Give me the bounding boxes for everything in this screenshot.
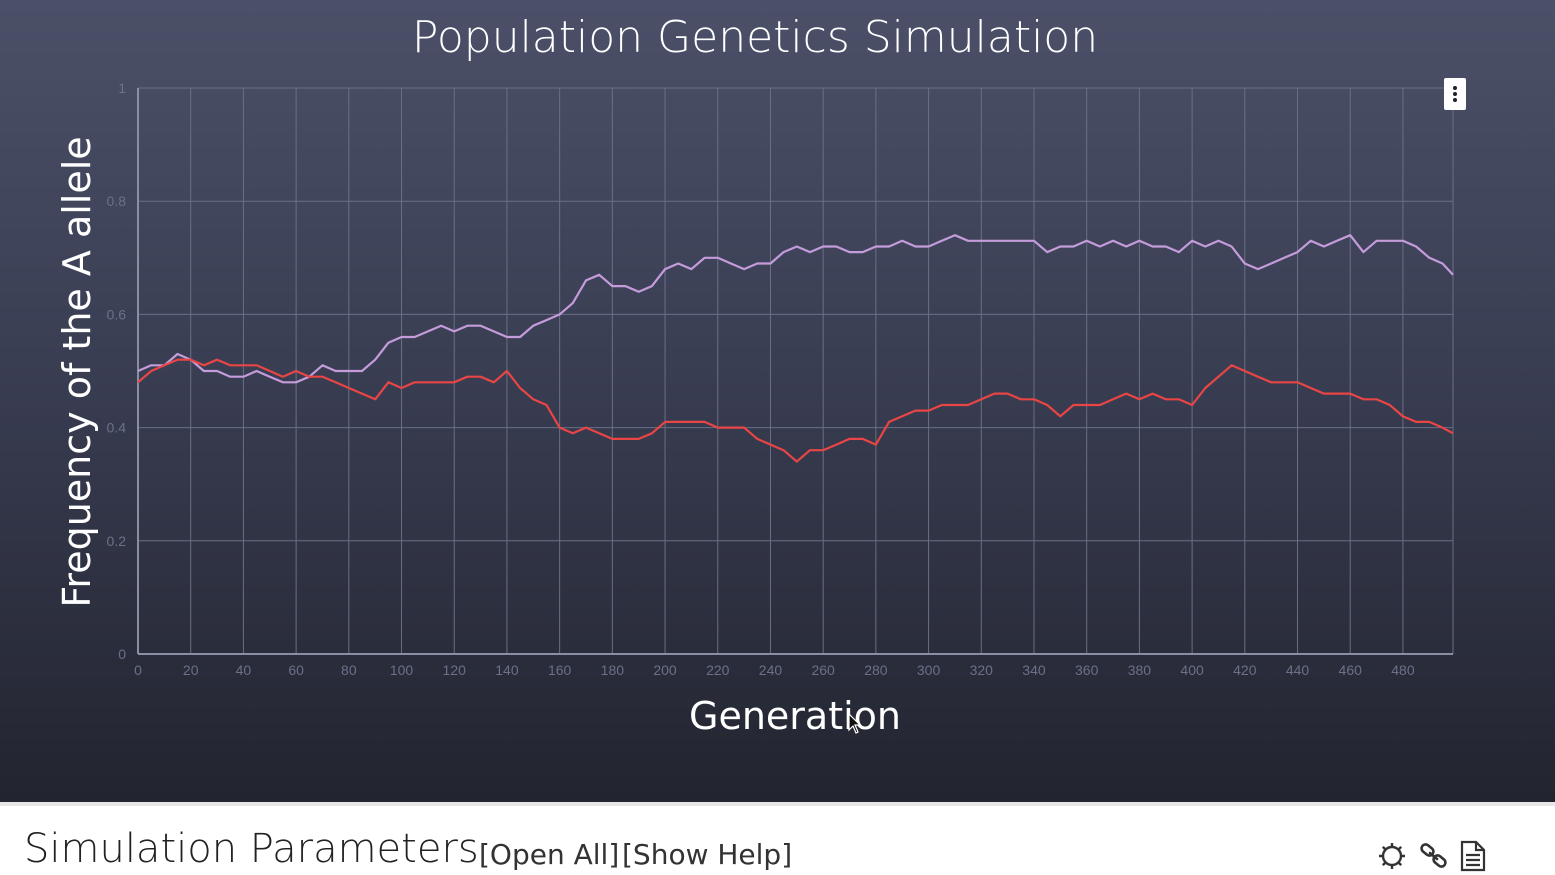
y-tick-label: 0.8 — [107, 193, 127, 209]
x-tick-label: 420 — [1233, 662, 1257, 678]
x-tick-label: 0 — [134, 662, 142, 678]
chart-menu-button[interactable] — [1444, 78, 1466, 110]
series-line-2 — [137, 358, 1454, 463]
kebab-menu-icon — [1453, 86, 1457, 90]
document-icon[interactable] — [1459, 840, 1487, 872]
chart-title: Population Genetics Simulation — [411, 12, 1099, 63]
y-axis-title: Frequency of the A allele — [55, 136, 99, 607]
gear-icon[interactable] — [1376, 840, 1408, 872]
link-icon[interactable] — [1418, 840, 1450, 872]
series-line-1 — [137, 234, 1454, 384]
x-tick-label: 180 — [601, 662, 625, 678]
x-tick-label: 100 — [390, 662, 414, 678]
chart-panel: Population Genetics Simulation 0 20 40 60 80… — [0, 0, 1555, 802]
x-tick-label: 340 — [1022, 662, 1046, 678]
y-tick-label: 1 — [118, 80, 126, 96]
x-tick-label: 280 — [864, 662, 888, 678]
x-tick-label: 60 — [288, 662, 304, 678]
x-tick-label: 400 — [1180, 662, 1204, 678]
x-tick-label: 380 — [1128, 662, 1152, 678]
x-tick-label: 480 — [1391, 662, 1415, 678]
x-tick-label: 160 — [548, 662, 572, 678]
x-tick-label: 240 — [759, 662, 783, 678]
x-tick-label: 320 — [970, 662, 994, 678]
x-tick-label: 120 — [443, 662, 467, 678]
kebab-menu-icon-dot — [1453, 98, 1457, 102]
x-tick-label: 300 — [917, 662, 941, 678]
x-tick-label: 20 — [183, 662, 199, 678]
x-tick-label: 360 — [1075, 662, 1099, 678]
tick-labels: 0 20 40 60 80 100 120 140 160 180 200 220 240 260 280 3… — [107, 80, 1415, 678]
x-tick-label: 260 — [811, 662, 835, 678]
simulation-parameters-bar: Simulation Parameters [Open All] [Show H… — [0, 806, 1555, 875]
y-tick-label: 0.4 — [107, 420, 127, 436]
y-tick-label: 0 — [118, 646, 126, 662]
x-tick-label: 460 — [1339, 662, 1363, 678]
chart-svg: 0 20 40 60 80 100 120 140 160 180 200 220 240 260 280 3… — [55, 80, 1454, 738]
y-tick-label: 0.6 — [107, 306, 127, 322]
show-help-link[interactable]: [Show Help] — [622, 838, 793, 871]
x-tick-label: 440 — [1286, 662, 1310, 678]
x-tick-label: 200 — [653, 662, 677, 678]
x-tick-label: 80 — [341, 662, 357, 678]
mouse-cursor-icon — [848, 713, 862, 734]
x-tick-label: 40 — [236, 662, 252, 678]
x-axis-title: Generation — [689, 694, 901, 738]
x-tick-label: 220 — [706, 662, 730, 678]
x-tick-label: 140 — [495, 662, 519, 678]
open-all-link[interactable]: [Open All] — [479, 838, 620, 871]
series-layer — [137, 234, 1454, 463]
y-tick-label: 0.2 — [107, 533, 127, 549]
divider — [0, 802, 1555, 806]
params-title: Simulation Parameters — [24, 826, 479, 872]
kebab-menu-icon-dot — [1453, 92, 1457, 96]
